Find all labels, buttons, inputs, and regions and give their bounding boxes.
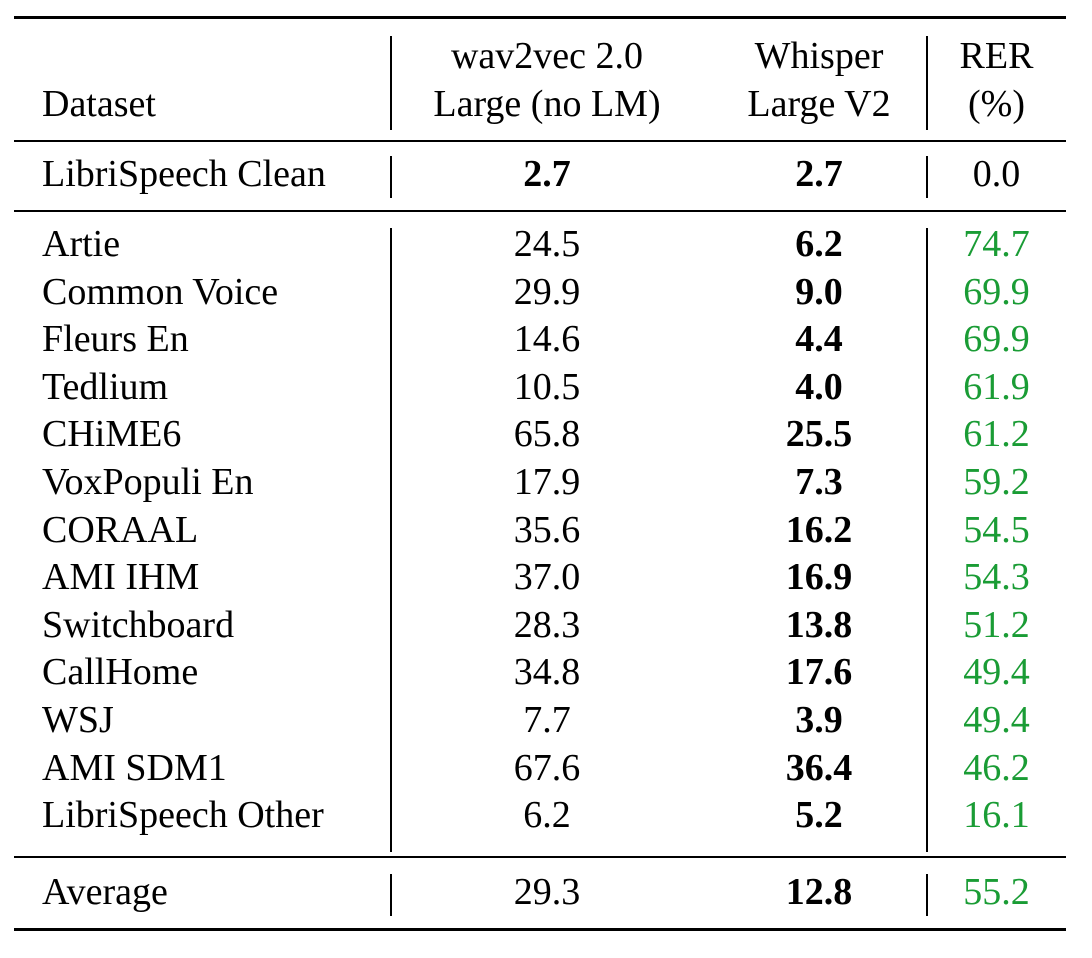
row-whisper-value: 5.2 <box>795 794 843 836</box>
reference-rule <box>14 210 1066 212</box>
row-whisper-value: 13.8 <box>785 604 853 646</box>
row-rer-value: 51.2 <box>963 604 1030 646</box>
average-separator-right <box>926 874 928 916</box>
rows-separator-left <box>390 228 392 852</box>
average-whisper-value: 12.8 <box>785 871 853 913</box>
row-whisper-value: 36.4 <box>785 747 853 789</box>
row-rer-value: 74.7 <box>963 223 1030 265</box>
header-wav2vec-line2: Large (no LM) <box>433 83 661 125</box>
row-dataset: CallHome <box>42 651 199 693</box>
average-rer-value: 55.2 <box>963 871 1030 913</box>
row-rer-value: 54.3 <box>963 556 1030 598</box>
reference-separator-right <box>926 156 928 198</box>
row-whisper-value: 4.0 <box>795 366 843 408</box>
top-rule <box>14 16 1066 19</box>
row-wav2vec-value: 65.8 <box>513 413 581 455</box>
row-rer-value: 61.9 <box>963 366 1030 408</box>
row-wav2vec-value: 24.5 <box>513 223 581 265</box>
row-wav2vec-value: 35.6 <box>513 509 581 551</box>
average-dataset: Average <box>42 871 168 913</box>
header-separator-right <box>926 36 928 130</box>
row-rer-value: 61.2 <box>963 413 1030 455</box>
row-wav2vec-value: 6.2 <box>523 794 571 836</box>
row-dataset: Fleurs En <box>42 318 189 360</box>
rows-rule <box>14 856 1066 858</box>
row-dataset: WSJ <box>42 699 114 741</box>
row-whisper-value: 7.3 <box>795 461 843 503</box>
row-whisper-value: 4.4 <box>795 318 843 360</box>
row-dataset: CORAAL <box>42 509 199 551</box>
average-separator-left <box>390 874 392 916</box>
row-dataset: Artie <box>42 223 121 265</box>
reference-whisper-value: 2.7 <box>795 153 843 195</box>
row-dataset: AMI SDM1 <box>42 747 227 789</box>
bottom-rule <box>14 928 1066 931</box>
row-whisper-value: 17.6 <box>785 651 853 693</box>
reference-separator-left <box>390 156 392 198</box>
row-rer-value: 49.4 <box>963 651 1030 693</box>
row-wav2vec-value: 14.6 <box>513 318 581 360</box>
row-rer-value: 59.2 <box>963 461 1030 503</box>
reference-dataset: LibriSpeech Clean <box>42 153 326 195</box>
row-whisper-value: 16.2 <box>785 509 853 551</box>
row-rer-value: 69.9 <box>963 271 1030 313</box>
row-rer-value: 16.1 <box>963 794 1030 836</box>
reference-wav2vec-value: 2.7 <box>523 153 571 195</box>
header-dataset: Dataset <box>42 83 156 125</box>
row-whisper-value: 25.5 <box>785 413 853 455</box>
header-separator-left <box>390 36 392 130</box>
row-whisper-value: 3.9 <box>795 699 843 741</box>
row-dataset: CHiME6 <box>42 413 182 455</box>
header-whisper-line2: Large V2 <box>747 83 891 125</box>
row-dataset: VoxPopuli En <box>42 461 254 503</box>
row-wav2vec-value: 29.9 <box>513 271 581 313</box>
row-dataset: LibriSpeech Other <box>42 794 324 836</box>
row-wav2vec-value: 28.3 <box>513 604 581 646</box>
header-rer-line1: RER <box>959 35 1034 77</box>
row-dataset: AMI IHM <box>42 556 200 598</box>
row-rer-value: 46.2 <box>963 747 1030 789</box>
row-wav2vec-value: 67.6 <box>513 747 581 789</box>
row-wav2vec-value: 17.9 <box>513 461 581 503</box>
row-whisper-value: 9.0 <box>795 271 843 313</box>
row-wav2vec-value: 34.8 <box>513 651 581 693</box>
reference-rer-value: 0.0 <box>972 153 1021 195</box>
row-whisper-value: 6.2 <box>795 223 843 265</box>
row-rer-value: 54.5 <box>963 509 1030 551</box>
row-rer-value: 49.4 <box>963 699 1030 741</box>
header-rule <box>14 140 1066 142</box>
row-rer-value: 69.9 <box>963 318 1030 360</box>
row-dataset: Common Voice <box>42 271 279 313</box>
header-rer-line2: (%) <box>968 83 1025 125</box>
row-wav2vec-value: 10.5 <box>513 366 581 408</box>
row-wav2vec-value: 37.0 <box>513 556 581 598</box>
row-whisper-value: 16.9 <box>785 556 853 598</box>
row-dataset: Switchboard <box>42 604 235 646</box>
header-wav2vec-line1: wav2vec 2.0 <box>450 35 644 77</box>
rows-separator-right <box>926 228 928 852</box>
row-wav2vec-value: 7.7 <box>523 699 571 741</box>
average-wav2vec-value: 29.3 <box>513 871 581 913</box>
header-whisper-line1: Whisper <box>754 35 884 77</box>
row-dataset: Tedlium <box>42 366 169 408</box>
